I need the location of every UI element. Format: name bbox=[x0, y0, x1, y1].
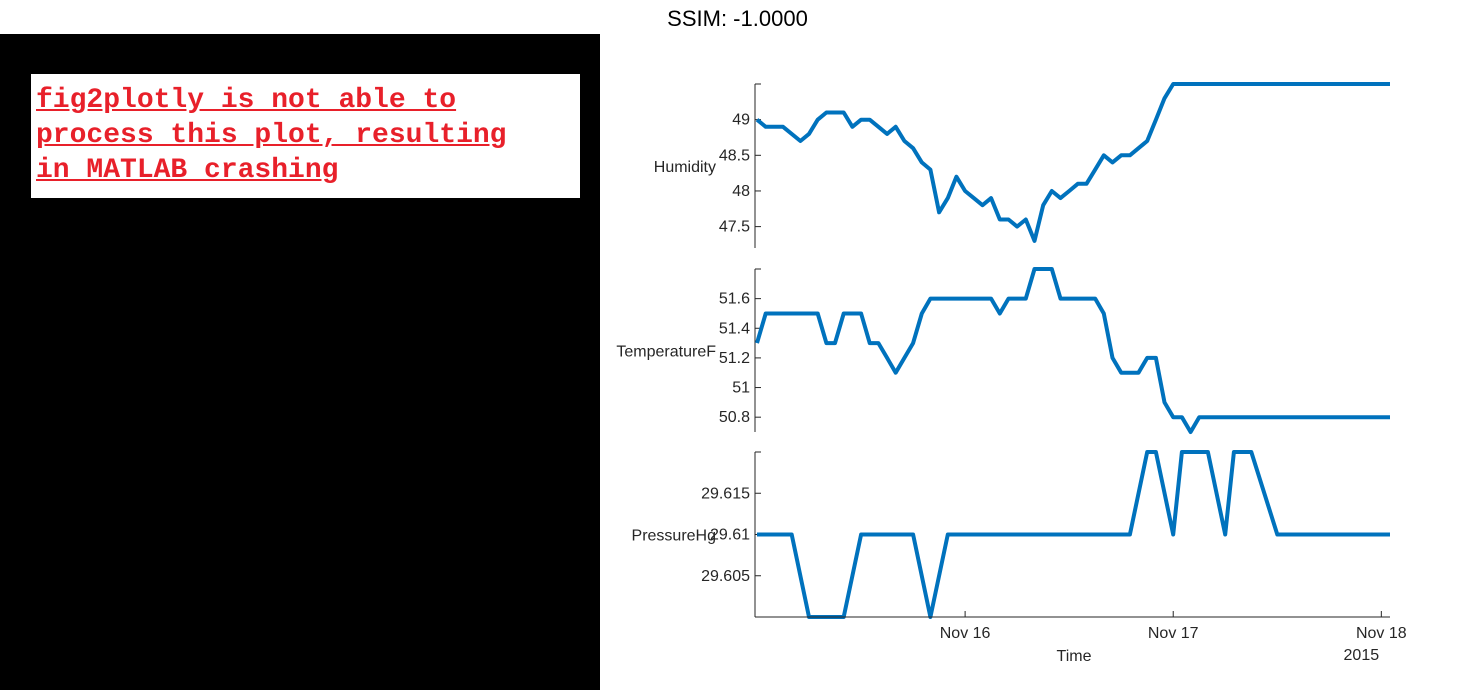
y-tick-label: 29.615 bbox=[701, 485, 750, 502]
y-tick-label: 47.5 bbox=[719, 219, 750, 236]
series-line bbox=[755, 267, 1390, 434]
error-note-line-1: fig2plotly is not able to bbox=[36, 85, 457, 116]
y-tick-label: 48.5 bbox=[719, 147, 750, 164]
y-axis-label: Humidity bbox=[654, 159, 716, 176]
x-tick-label: Nov 17 bbox=[1148, 625, 1199, 642]
y-tick-label: 51 bbox=[732, 380, 750, 397]
series-line bbox=[755, 82, 1390, 243]
error-note-box: fig2plotly is not able to process this p… bbox=[31, 74, 580, 198]
y-tick-label: 48 bbox=[732, 183, 750, 200]
x-tick-label: Nov 16 bbox=[940, 625, 991, 642]
x-tick-label: Nov 18 bbox=[1356, 625, 1407, 642]
y-axis-label: TemperatureF bbox=[616, 344, 716, 361]
y-axis-label: PressureHg bbox=[632, 528, 716, 545]
figure-title: SSIM: -1.0000 bbox=[667, 6, 808, 31]
x-axis-label: Time bbox=[1057, 648, 1092, 665]
y-tick-label: 51.4 bbox=[719, 320, 750, 337]
y-tick-label: 50.8 bbox=[719, 409, 750, 426]
y-tick-label: 51.6 bbox=[719, 291, 750, 308]
x-secondary-label: 2015 bbox=[1344, 647, 1380, 664]
error-note-line-2: process this plot, resulting bbox=[36, 120, 507, 151]
y-tick-label: 51.2 bbox=[719, 350, 750, 367]
y-tick-label: 29.605 bbox=[701, 568, 750, 585]
series-line bbox=[757, 450, 1390, 619]
y-tick-label: 49 bbox=[732, 112, 750, 129]
y-tick-label: 29.61 bbox=[710, 527, 750, 544]
error-note-line-3: in MATLAB crashing bbox=[36, 155, 339, 186]
